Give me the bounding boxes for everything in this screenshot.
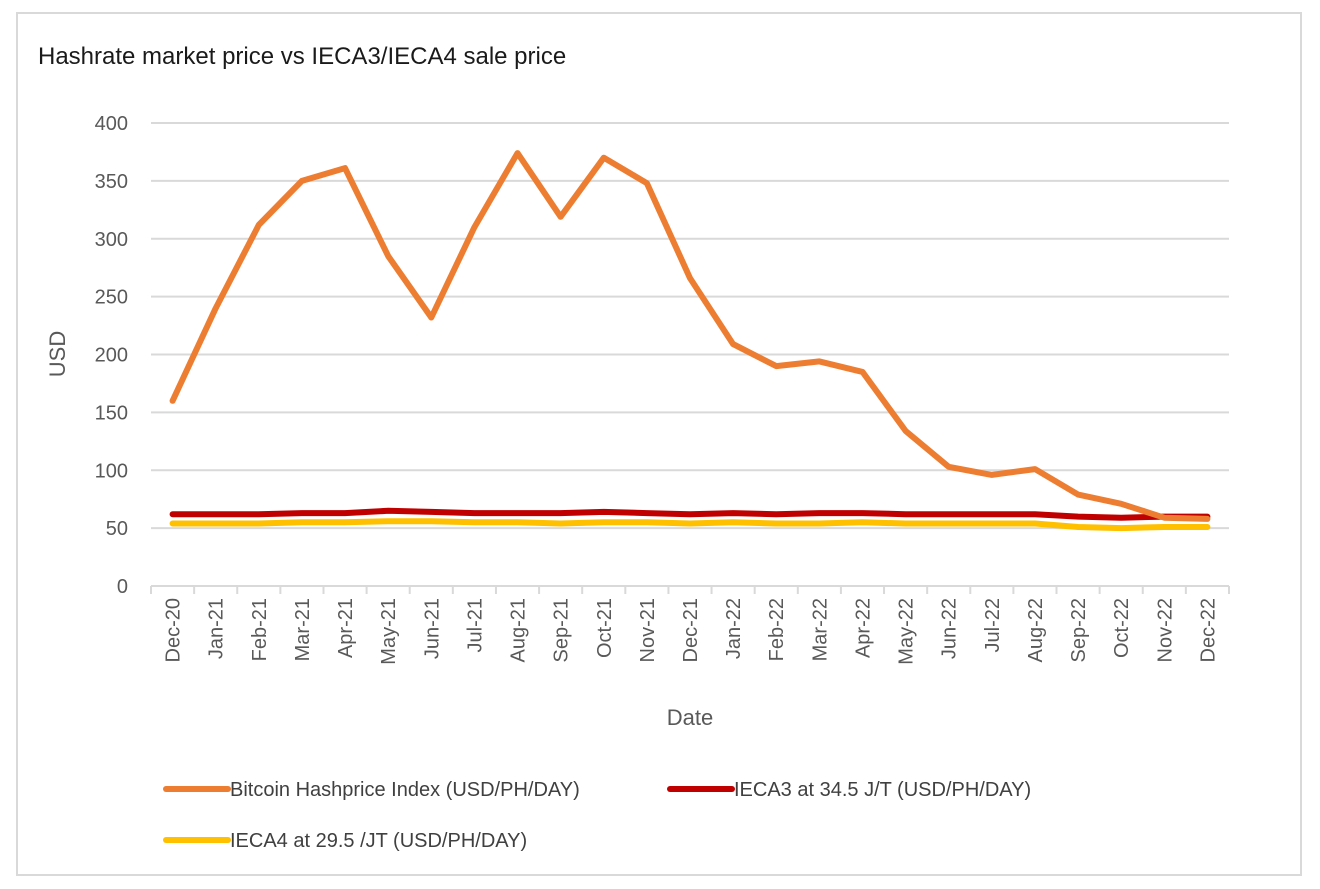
x-tick-label: Nov-22 <box>1154 598 1176 662</box>
x-tick-label: Oct-21 <box>594 598 616 658</box>
x-tick-label: Nov-21 <box>637 598 659 662</box>
legend-label-1: IECA3 at 34.5 J/T (USD/PH/DAY) <box>734 779 1031 801</box>
y-tick-label: 250 <box>95 287 128 309</box>
x-tick-label: Mar-22 <box>809 598 831 661</box>
x-tick-label: May-21 <box>378 598 400 665</box>
y-axis-ticks: 0 50 100 150 200 250 300 350 400 <box>95 113 128 598</box>
x-tick-label: Dec-20 <box>163 598 185 662</box>
y-tick-label: 50 <box>106 518 128 540</box>
y-tick-label: 400 <box>95 113 128 135</box>
x-tick-label: Sep-22 <box>1068 598 1090 663</box>
y-tick-label: 150 <box>95 402 128 424</box>
x-tick-label: Jan-22 <box>723 598 745 659</box>
x-axis <box>150 585 1230 594</box>
x-tick-label: Feb-21 <box>249 598 271 661</box>
y-tick-label: 350 <box>95 171 128 193</box>
y-tick-label: 100 <box>95 460 128 482</box>
y-tick-label: 0 <box>117 576 128 598</box>
chart-frame: Hashrate market price vs IECA3/IECA4 sal… <box>16 12 1302 876</box>
x-tick-label: Dec-21 <box>680 598 702 662</box>
y-tick-label: 200 <box>95 345 128 367</box>
x-tick-label: Jul-22 <box>982 598 1004 652</box>
x-tick-label: Oct-22 <box>1111 598 1133 658</box>
y-tick-label: 300 <box>95 229 128 251</box>
x-tick-label: Jun-21 <box>421 598 443 659</box>
series-line-0 <box>169 150 1211 522</box>
series-line-1 <box>169 507 1211 521</box>
chart-title: Hashrate market price vs IECA3/IECA4 sal… <box>38 43 566 70</box>
y-axis-title: USD <box>45 331 70 377</box>
x-axis-title: Date <box>667 705 713 730</box>
x-tick-label: Jul-21 <box>464 598 486 652</box>
series-line-2 <box>169 518 1211 532</box>
legend-label-0: Bitcoin Hashprice Index (USD/PH/DAY) <box>230 779 580 801</box>
legend: Bitcoin Hashprice Index (USD/PH/DAY) IECA… <box>163 779 1031 852</box>
legend-label-2: IECA4 at 29.5 /JT (USD/PH/DAY) <box>230 830 527 852</box>
x-tick-label: Apr-21 <box>335 598 357 658</box>
x-tick-label: Feb-22 <box>766 598 788 661</box>
line-chart: Hashrate market price vs IECA3/IECA4 sal… <box>38 43 1230 852</box>
x-tick-label: Jan-21 <box>206 598 228 659</box>
x-tick-label: Aug-21 <box>508 598 530 663</box>
x-tick-label: Dec-22 <box>1197 598 1219 662</box>
x-tick-label: Apr-22 <box>852 598 874 658</box>
x-tick-label: May-22 <box>896 598 918 665</box>
x-axis-ticks: Dec-20 Jan-21 Feb-21 Mar-21 Apr-21 May-21 Jun-… <box>163 598 1220 665</box>
x-tick-label: Aug-22 <box>1025 598 1047 663</box>
x-tick-label: Mar-21 <box>292 598 314 661</box>
x-tick-label: Jun-22 <box>939 598 961 659</box>
gridlines <box>151 122 1229 530</box>
series-lines <box>169 150 1211 532</box>
x-tick-label: Sep-21 <box>551 598 573 663</box>
